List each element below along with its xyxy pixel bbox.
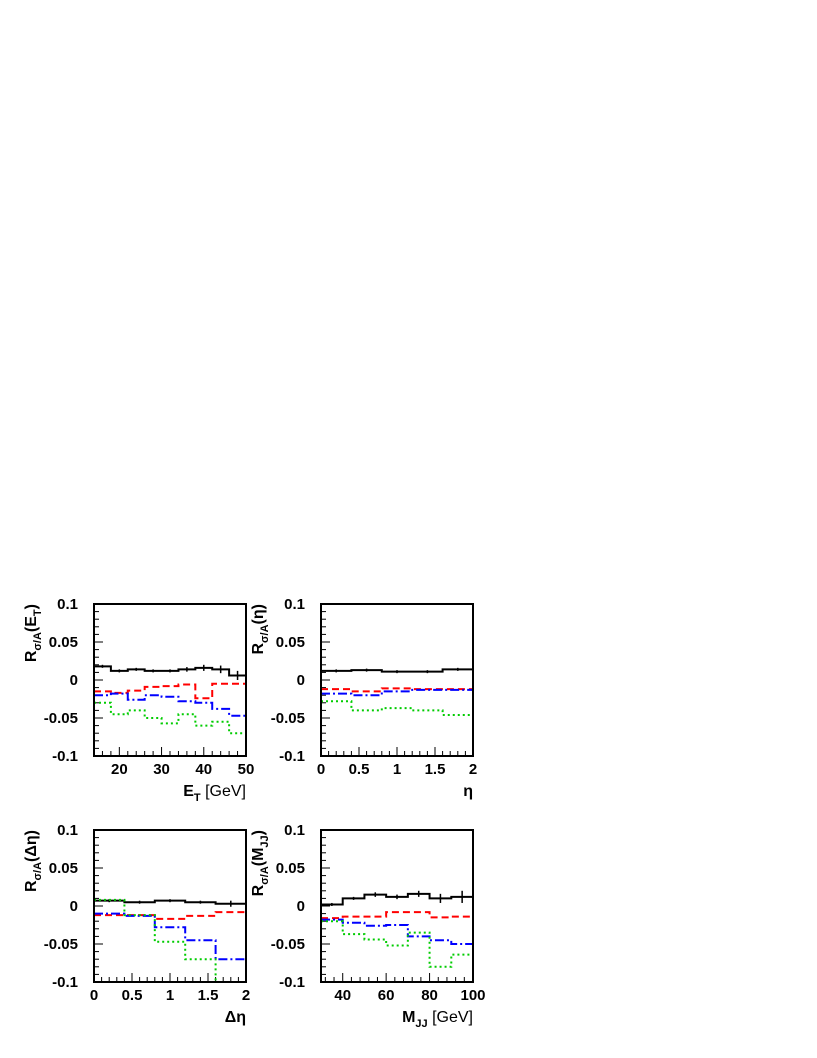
x-tick-label: 80 — [421, 987, 438, 1004]
y-tick-label: 0 — [297, 898, 305, 915]
y-tick-label: -0.05 — [44, 710, 78, 727]
series-line-1 — [94, 665, 246, 677]
y-tick-label: 0.05 — [49, 634, 78, 651]
y-tick-label: -0.1 — [52, 974, 78, 991]
x-axis-title: MJJ [GeV] — [402, 1009, 473, 1030]
y-tick-label: -0.1 — [279, 974, 305, 991]
x-tick-label: 50 — [238, 761, 255, 778]
x-axis-title: η — [463, 783, 473, 800]
x-tick-label: 0.5 — [122, 987, 143, 1004]
x-tick-label: 1 — [393, 761, 401, 778]
x-axis-title: ET [GeV] — [183, 783, 246, 804]
x-tick-label: 0 — [317, 761, 325, 778]
series-line-2 — [94, 682, 246, 700]
series-line-3 — [94, 912, 246, 961]
y-tick-label: -0.05 — [44, 936, 78, 953]
y-axis-title: Rσ/A(η) — [250, 604, 271, 655]
series-line-4 — [94, 898, 246, 982]
x-tick-label: 2 — [469, 761, 477, 778]
x-axis-title: Δη — [225, 1009, 246, 1026]
x-tick-label: 1 — [166, 987, 174, 1004]
series-line-3 — [321, 688, 473, 697]
series-line-4 — [321, 920, 473, 968]
y-axis-title: Rσ/A(ET) — [23, 604, 44, 662]
plot-frame — [93, 603, 247, 757]
plot-frame — [320, 829, 474, 983]
plot-frame — [93, 829, 247, 983]
series-line-4 — [321, 700, 473, 716]
x-tick-label: 30 — [153, 761, 170, 778]
x-tick-label: 0.5 — [349, 761, 370, 778]
y-tick-label: -0.05 — [271, 936, 305, 953]
y-tick-label: -0.1 — [52, 748, 78, 765]
plot-frame — [320, 603, 474, 757]
chart-panel-bottom-left: -0.1 -0.05 0 0.05 0.1 0 0.5 1 1.5 2 Δη Rσ/A(Δη) — [23, 822, 250, 1026]
series-line-1 — [321, 668, 473, 673]
series-line-2 — [94, 911, 246, 920]
y-tick-label: -0.1 — [279, 748, 305, 765]
y-tick-label: 0.1 — [57, 822, 78, 839]
x-tick-label: 0 — [90, 987, 98, 1004]
y-tick-label: 0 — [70, 898, 78, 915]
y-tick-label: 0.1 — [57, 596, 78, 613]
series-line-2 — [321, 687, 473, 693]
series-line-3 — [321, 918, 473, 945]
x-tick-label: 2 — [242, 987, 250, 1004]
series-line-2 — [321, 911, 473, 920]
y-tick-label: 0.1 — [284, 822, 305, 839]
x-tick-label: 60 — [378, 987, 395, 1004]
x-tick-label: 1.5 — [425, 761, 446, 778]
x-tick-label: 40 — [195, 761, 212, 778]
y-axis-title: Rσ/A(MJJ) — [250, 830, 271, 896]
y-tick-label: 0 — [70, 672, 78, 689]
chart-panel-top-left: -0.1 -0.05 0 0.05 0.1 20 30 40 50 ET [GeV] Rσ/A(ET… — [23, 596, 254, 804]
x-tick-label: 1.5 — [198, 987, 219, 1004]
y-tick-label: 0.05 — [276, 634, 305, 651]
chart-panel-bottom-right: -0.1 -0.05 0 0.05 0.1 40 60 80 100 MJJ [GeV] Rσ/A(… — [250, 822, 486, 1030]
x-tick-label: 20 — [111, 761, 128, 778]
x-tick-label: 100 — [460, 987, 485, 1004]
y-axis-title: Rσ/A(Δη) — [23, 830, 44, 892]
chart-panel-top-right: -0.1 -0.05 0 0.05 0.1 0 0.5 1 1.5 2 η Rσ/A(η) — [250, 596, 477, 800]
y-tick-label: 0.05 — [276, 860, 305, 877]
y-tick-label: 0.05 — [49, 860, 78, 877]
y-tick-label: 0 — [297, 672, 305, 689]
y-tick-label: -0.05 — [271, 710, 305, 727]
y-tick-label: 0.1 — [284, 596, 305, 613]
series-line-4 — [94, 701, 246, 735]
series-line-3 — [94, 692, 246, 717]
x-tick-label: 40 — [334, 987, 351, 1004]
